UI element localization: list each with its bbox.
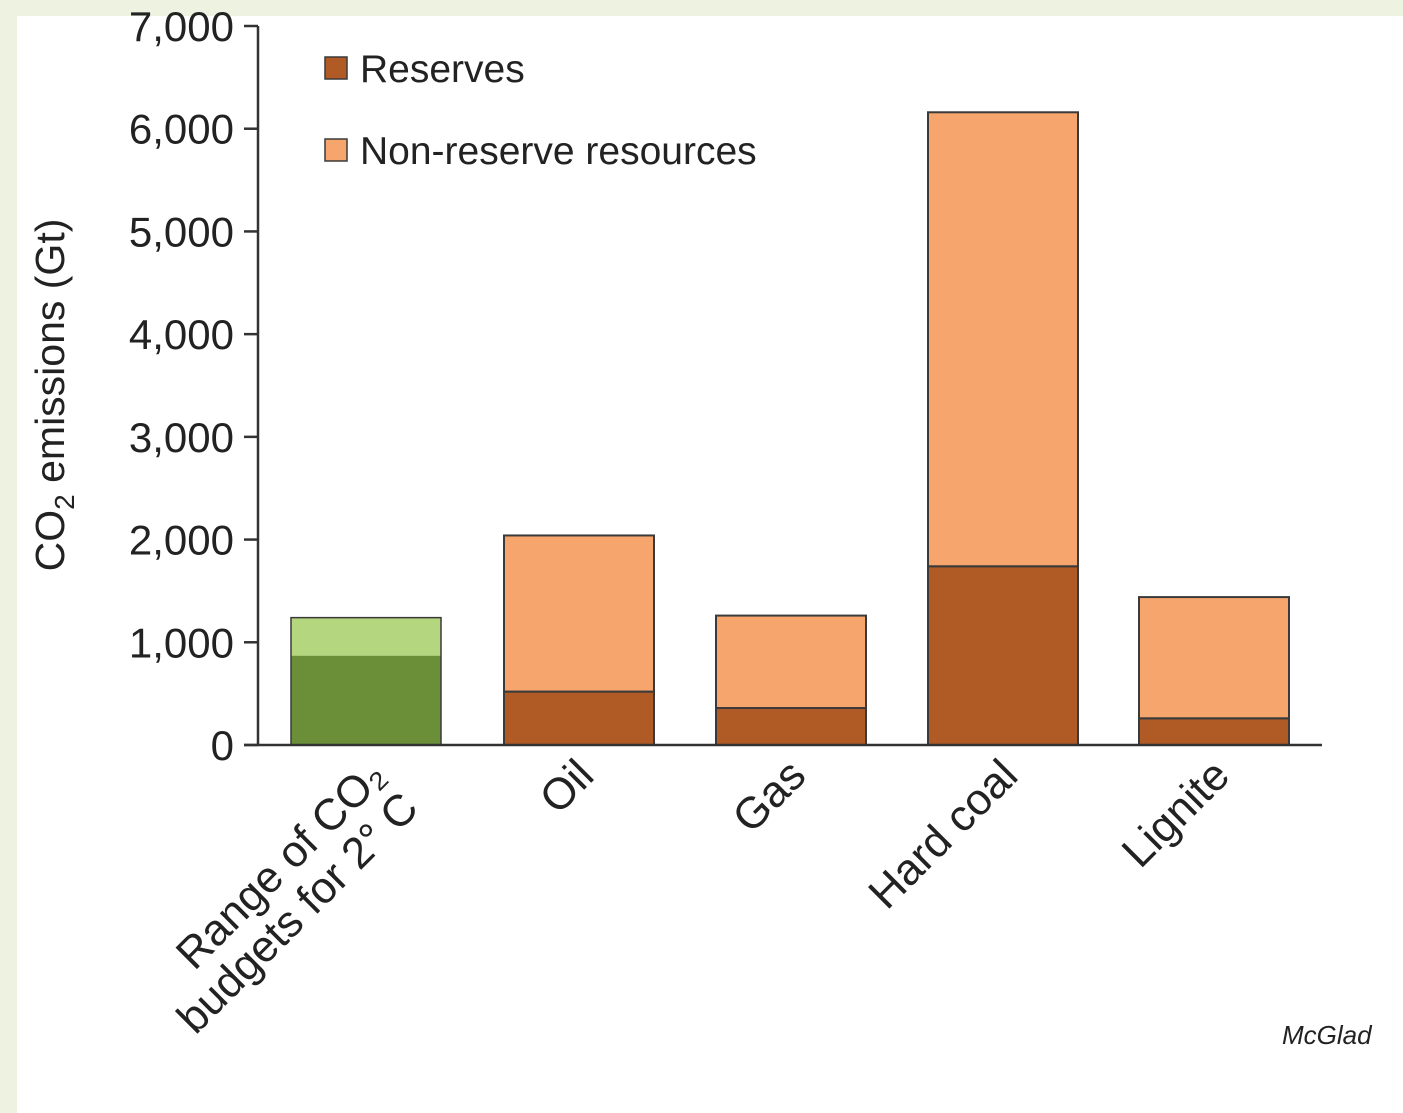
x-tick-label-gas: Gas <box>723 750 815 842</box>
bar-oil-reserves <box>503 690 655 746</box>
y-axis-title: CO2 emissions (Gt) <box>27 219 80 572</box>
y-tick-label: 3,000 <box>129 414 234 461</box>
citation-text: McGlad <box>1282 1020 1372 1050</box>
y-tick-label: 5,000 <box>129 208 234 255</box>
bar-lignite-reserves <box>1138 717 1290 747</box>
bars-layer <box>290 111 1290 747</box>
legend-label-reserves: Reserves <box>360 48 525 91</box>
bar-hard-coal-reserves <box>927 565 1079 747</box>
bar-oil-non-reserve-resources <box>503 534 655 693</box>
bar-budget-low <box>291 655 441 745</box>
bar-gas-reserves <box>715 707 867 746</box>
y-tick-label: 4,000 <box>129 311 234 358</box>
y-tick-label: 6,000 <box>129 106 234 153</box>
bar-gas-non-reserve-resources <box>715 614 867 710</box>
y-tick-label: 2,000 <box>129 517 234 564</box>
bar-lignite-non-reserve-resources <box>1138 596 1290 720</box>
x-tick-label-lignite: Lignite <box>1113 750 1239 876</box>
x-tick-label-range-of-co2-budgets-for-2-c: Range of CO₂budgets for 2° C <box>135 750 427 1042</box>
y-tick-label: 1,000 <box>129 619 234 666</box>
x-tick-label-hard-coal: Hard coal <box>859 750 1027 918</box>
x-tick-label-line: Lignite <box>1113 750 1239 876</box>
legend-label-non-reserve-resources: Non-reserve resources <box>360 130 757 173</box>
slide-left-bar <box>0 0 17 1113</box>
bar-hard-coal-non-reserve-resources <box>927 111 1079 568</box>
slide-top-bar <box>0 0 1403 16</box>
y-tick-label: 7,000 <box>129 3 234 50</box>
x-tick-label-line: Oil <box>530 750 603 823</box>
x-tick-label-line: Gas <box>723 750 815 842</box>
y-axis-title-suffix: emissions (Gt) <box>27 219 73 495</box>
y-axis-title-prefix: CO <box>27 510 73 572</box>
x-tick-label-oil: Oil <box>530 750 603 823</box>
y-tick-label: 0 <box>211 722 234 769</box>
axes-layer <box>244 24 1322 747</box>
y-axis-title-subscript: 2 <box>49 494 80 510</box>
legend: Reserves Non-reserve resources <box>324 48 757 173</box>
legend-swatch-reserves <box>324 56 348 80</box>
bar-budget-range <box>291 617 441 656</box>
legend-swatch-non-reserve-resources <box>324 138 348 162</box>
x-tick-label-line: Hard coal <box>859 750 1027 918</box>
